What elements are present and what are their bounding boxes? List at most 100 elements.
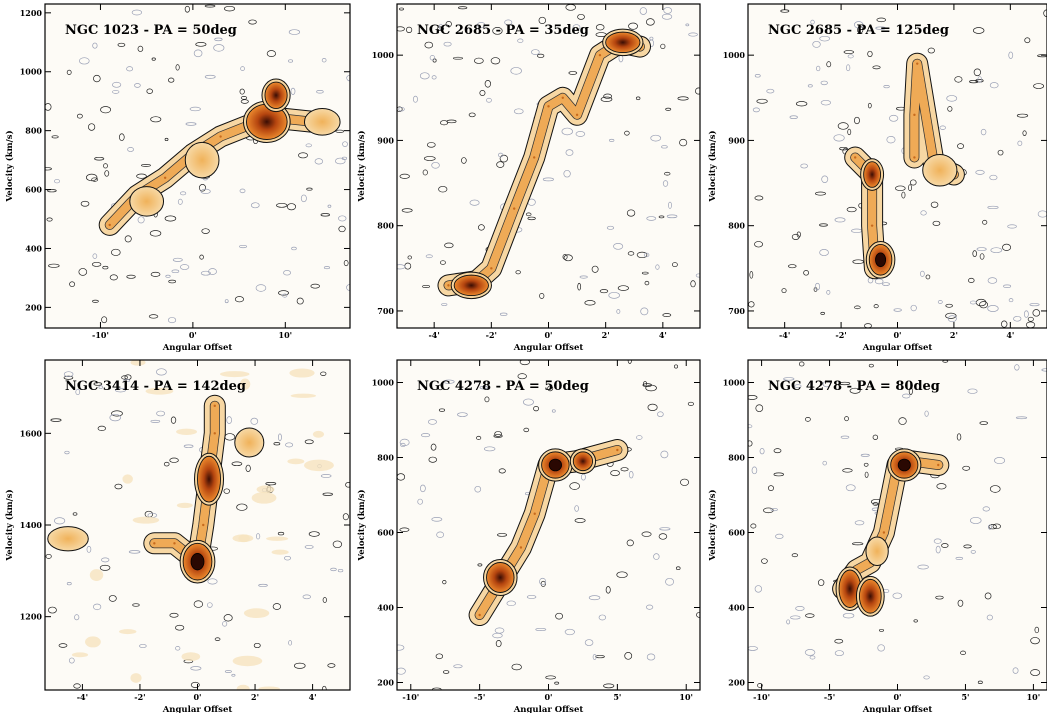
noise-contour (265, 482, 277, 486)
noise-contour (132, 603, 140, 607)
noise-contour-negative (494, 627, 505, 634)
noise-contour (306, 187, 313, 191)
noise-fill (243, 608, 270, 619)
noise-contour (136, 173, 147, 179)
noise-contour (674, 364, 678, 369)
noise-contour (665, 107, 672, 111)
noise-contour-negative (288, 29, 301, 35)
ridge-point (108, 223, 111, 227)
noise-contour-negative (804, 649, 816, 656)
noise-contour-negative (834, 650, 844, 657)
noise-contour (956, 433, 962, 441)
noise-contour-negative (200, 188, 211, 194)
emission-peak (858, 578, 882, 614)
noise-contour-negative (688, 32, 698, 37)
noise-contour (146, 88, 153, 94)
noise-contour (277, 531, 285, 536)
noise-contour (511, 663, 522, 671)
noise-contour-negative (92, 253, 98, 259)
noise-contour (591, 265, 599, 273)
noise-contour (979, 253, 985, 260)
noise-fill (130, 673, 142, 683)
noise-contour-negative (807, 84, 813, 88)
noise-contour-negative (457, 412, 468, 417)
noise-contour (545, 675, 556, 680)
noise-contour-negative (924, 410, 929, 417)
noise-contour-negative (564, 628, 575, 636)
x-tick-label: 0' (893, 330, 901, 340)
noise-contour (644, 280, 650, 286)
noise-contour (436, 26, 445, 31)
noise-contour-negative (302, 594, 311, 600)
ridge-point (913, 113, 916, 117)
noise-contour-negative (479, 385, 488, 390)
y-axis-label: Velocity (km/s) (356, 130, 367, 202)
noise-contour-negative (314, 158, 324, 165)
noise-contour-negative (134, 83, 141, 88)
noise-contour (1034, 626, 1040, 634)
noise-contour-negative (910, 304, 917, 312)
noise-contour (199, 254, 204, 260)
noise-contour-negative (650, 134, 662, 142)
emission-peak (264, 81, 288, 110)
noise-contour-negative (789, 115, 798, 119)
pv-panel-6: -10' -5' 0' 5' 10' 200 400 600 800 1000 Angular Of… (707, 359, 1047, 715)
noise-contour (126, 274, 136, 279)
noise-contour (94, 156, 105, 161)
noise-fill (181, 652, 201, 662)
noise-contour (636, 251, 648, 259)
noise-contour-negative (646, 653, 656, 661)
noise-contour-negative (988, 524, 992, 530)
noise-contour (308, 531, 320, 537)
ridge-point (598, 53, 602, 57)
noise-contour-negative (606, 225, 615, 230)
noise-contour-negative (947, 315, 957, 323)
noise-contour-negative (822, 460, 827, 466)
noise-contour (945, 303, 953, 308)
noise-contour (342, 513, 349, 521)
noise-contour (397, 26, 405, 32)
noise-contour-negative (598, 614, 607, 621)
noise-contour-negative (66, 582, 72, 586)
noise-contour (322, 492, 333, 496)
noise-contour-negative (74, 614, 80, 621)
noise-contour (149, 230, 162, 237)
noise-contour (641, 271, 649, 275)
noise-contour (494, 431, 503, 437)
noise-contour-negative (840, 435, 850, 439)
noise-contour (86, 173, 98, 182)
noise-contour-negative (429, 55, 436, 61)
noise-contour (335, 129, 345, 133)
noise-fill (71, 652, 89, 658)
noise-contour (927, 47, 935, 54)
noise-contour (442, 580, 447, 585)
noise-contour (773, 472, 784, 477)
noise-contour-negative (167, 317, 177, 324)
noise-contour-negative (506, 600, 516, 607)
noise-contour (984, 592, 992, 600)
noise-contour (872, 65, 881, 70)
noise-contour-negative (834, 217, 846, 223)
noise-contour (979, 301, 988, 309)
noise-contour (108, 595, 117, 602)
noise-contour-negative (820, 80, 828, 86)
noise-contour (748, 395, 758, 400)
noise-contour-negative (790, 615, 801, 620)
noise-contour-negative (282, 293, 288, 298)
noise-contour (175, 624, 185, 631)
noise-contour (438, 408, 446, 412)
noise-contour (239, 88, 245, 95)
x-tick-label: 10' (679, 692, 693, 702)
noise-contour (111, 248, 121, 256)
ridge-point (913, 156, 916, 159)
noise-contour (755, 404, 764, 412)
noise-contour (805, 416, 811, 422)
noise-contour (304, 439, 314, 445)
y-tick-label: 1200 (20, 612, 43, 622)
noise-contour-negative (821, 175, 829, 183)
noise-contour (842, 468, 853, 473)
noise-contour (231, 461, 243, 467)
x-tick-label: 4' (1006, 330, 1014, 340)
noise-contour-negative (486, 97, 492, 103)
noise-contour-negative (222, 621, 228, 627)
